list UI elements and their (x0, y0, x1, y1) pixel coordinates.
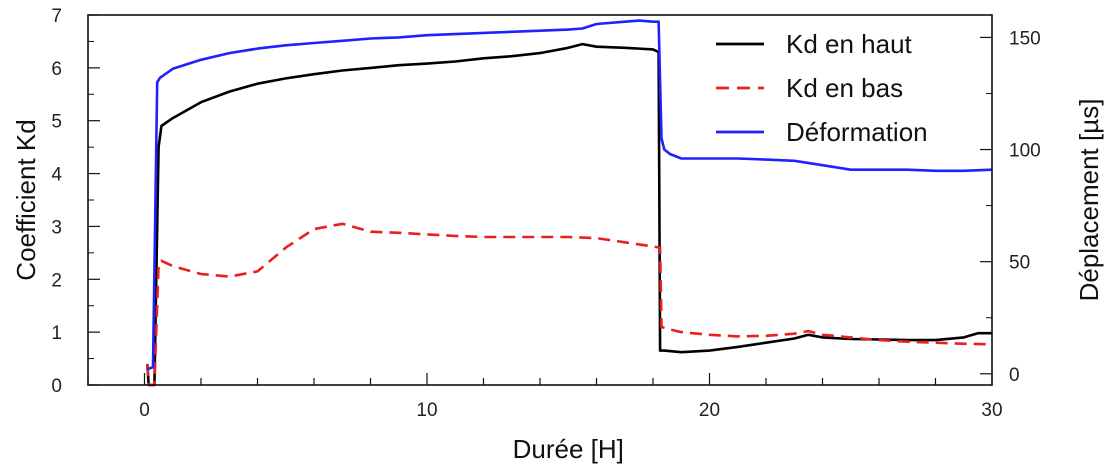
series-line-kd-en-bas (146, 222, 993, 387)
series-layer (146, 19, 993, 387)
y-right-tick-label: 150 (1009, 28, 1041, 49)
series-line-d-formation (146, 19, 993, 371)
y-left-tick-label: 6 (51, 59, 62, 80)
plot-frame (87, 14, 993, 386)
legend-entry-label: Déformation (786, 117, 928, 147)
x-tick-label: 20 (699, 400, 720, 421)
legend-entry-label: Kd en haut (786, 29, 913, 59)
left-y-axis-label: Coefficient Kd (11, 119, 41, 280)
y-left-tick-label: 5 (51, 112, 62, 133)
y-left-tick-label: 1 (51, 323, 62, 344)
x-tick-label: 30 (981, 400, 1002, 421)
series-line-kd-en-haut (146, 42, 992, 387)
y-right-tick-label: 0 (1009, 365, 1020, 386)
x-axis-ticks: 0 10 20 30 (87, 373, 1003, 421)
right-y-axis-label: Déplacement [µs] (1074, 99, 1104, 302)
y-right-tick-label: 100 (1009, 141, 1041, 162)
left-y-axis-ticks: 0 1 2 3 4 5 6 7 (51, 6, 100, 397)
y-left-tick-label: 7 (51, 6, 62, 27)
x-tick-label: 0 (139, 400, 150, 421)
legend: Kd en haut Kd en bas Déformation (716, 29, 928, 147)
y-right-tick-label: 50 (1009, 253, 1030, 274)
y-left-tick-label: 2 (51, 270, 62, 291)
x-tick-label: 10 (416, 400, 437, 421)
y-left-tick-label: 4 (51, 165, 62, 186)
y-left-tick-label: 3 (51, 217, 62, 238)
x-axis-label: Durée [H] (513, 434, 624, 464)
right-y-axis-ticks: 0 50 100 150 (980, 28, 1041, 386)
legend-entry-label: Kd en bas (786, 73, 903, 103)
y-left-tick-label: 0 (51, 376, 62, 397)
